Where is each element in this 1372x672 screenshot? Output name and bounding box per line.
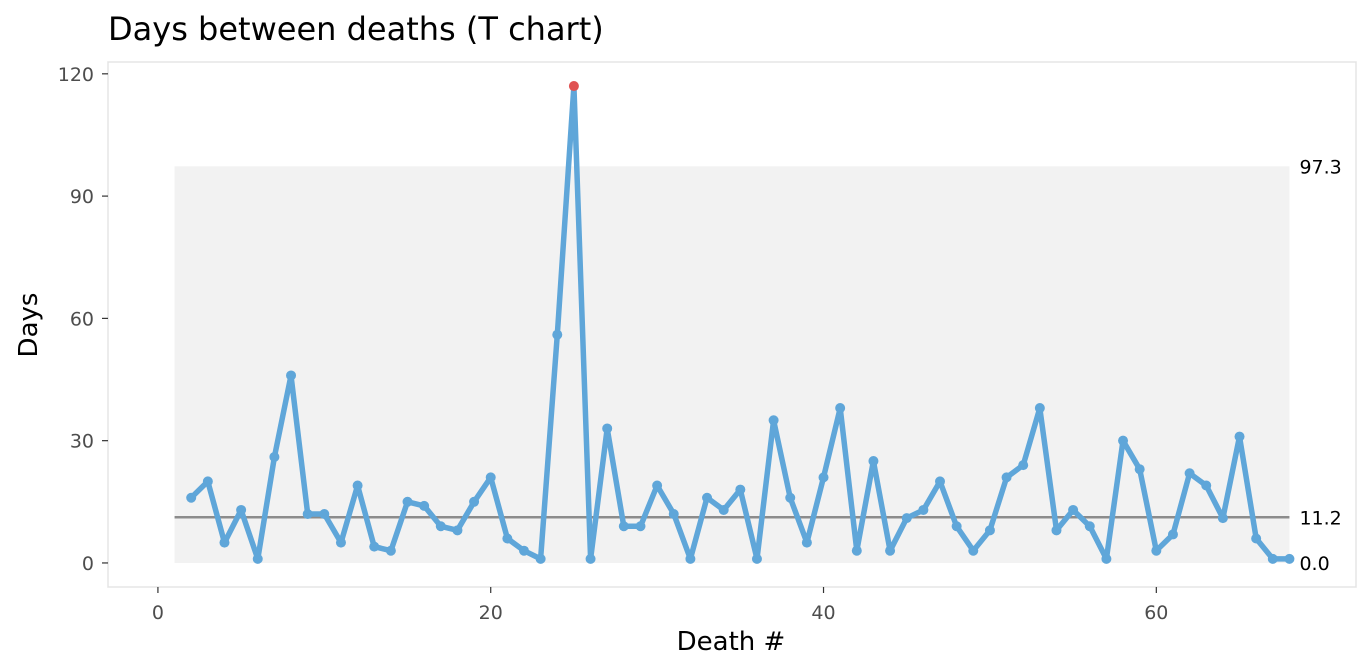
data-point bbox=[718, 504, 729, 515]
data-point bbox=[1167, 529, 1178, 540]
data-point bbox=[918, 504, 929, 515]
data-point bbox=[885, 545, 896, 556]
data-point bbox=[269, 451, 280, 462]
data-point bbox=[768, 415, 779, 426]
data-point bbox=[369, 541, 380, 552]
data-point bbox=[652, 480, 663, 491]
data-point bbox=[668, 509, 679, 520]
data-point bbox=[685, 553, 696, 564]
data-point bbox=[352, 480, 363, 491]
data-point bbox=[1251, 533, 1262, 544]
data-point bbox=[851, 545, 862, 556]
data-point bbox=[1184, 468, 1195, 479]
data-point bbox=[535, 553, 546, 564]
data-point bbox=[1201, 480, 1212, 491]
center-line-label: 11.2 bbox=[1299, 507, 1341, 529]
data-point bbox=[602, 423, 613, 434]
data-point bbox=[968, 545, 979, 556]
data-point bbox=[385, 545, 396, 556]
data-point bbox=[252, 553, 263, 564]
y-tick-label: 30 bbox=[70, 431, 94, 453]
data-point bbox=[236, 504, 247, 515]
data-point bbox=[868, 456, 879, 467]
data-point bbox=[1068, 504, 1079, 515]
data-point bbox=[835, 403, 846, 414]
data-point bbox=[585, 553, 596, 564]
data-point bbox=[286, 370, 297, 381]
data-point bbox=[1034, 403, 1045, 414]
data-point bbox=[1084, 521, 1095, 532]
data-point bbox=[751, 553, 762, 564]
data-point bbox=[419, 500, 430, 511]
data-point bbox=[202, 476, 213, 487]
data-point bbox=[818, 472, 829, 483]
data-point bbox=[1051, 525, 1062, 536]
data-point bbox=[901, 513, 912, 524]
x-axis: 0 20 40 60 bbox=[152, 587, 1168, 624]
data-point bbox=[552, 329, 563, 340]
y-tick-label: 60 bbox=[70, 308, 94, 330]
data-point bbox=[735, 484, 746, 495]
y-axis: 0 30 60 90 120 bbox=[58, 64, 108, 575]
data-point bbox=[1118, 435, 1129, 446]
data-point bbox=[519, 545, 529, 556]
data-point bbox=[1018, 460, 1029, 471]
data-point bbox=[1001, 472, 1012, 483]
data-point bbox=[1267, 553, 1278, 564]
y-tick-label: 0 bbox=[82, 553, 94, 575]
chart-title: Days between deaths (T chart) bbox=[108, 10, 604, 48]
data-point bbox=[801, 537, 812, 548]
x-tick-label: 40 bbox=[811, 602, 835, 624]
data-point bbox=[1234, 431, 1245, 442]
y-axis-title: Days bbox=[14, 293, 44, 358]
lower-limit-label: 0.0 bbox=[1299, 553, 1329, 575]
data-point bbox=[435, 521, 446, 532]
plot-panel: 97.3 11.2 0.0 bbox=[107, 61, 1357, 588]
data-point bbox=[319, 509, 330, 520]
data-point bbox=[485, 472, 496, 483]
x-tick-label: 0 bbox=[152, 602, 164, 624]
data-point bbox=[1101, 553, 1112, 564]
data-point bbox=[1217, 513, 1228, 524]
data-point bbox=[785, 492, 796, 503]
data-point bbox=[618, 521, 629, 532]
data-point bbox=[702, 492, 713, 503]
x-tick-label: 20 bbox=[479, 602, 503, 624]
data-point bbox=[935, 476, 945, 487]
data-point bbox=[984, 525, 995, 536]
data-point bbox=[469, 496, 480, 507]
y-tick-label: 90 bbox=[70, 186, 94, 208]
data-point bbox=[635, 521, 646, 532]
data-point bbox=[402, 496, 413, 507]
data-point bbox=[502, 533, 513, 544]
data-point bbox=[452, 525, 463, 536]
signal-point bbox=[568, 81, 579, 92]
x-axis-title: Death # bbox=[677, 627, 786, 657]
y-tick-label: 120 bbox=[58, 64, 94, 86]
x-tick-label: 60 bbox=[1144, 602, 1168, 624]
data-point bbox=[335, 537, 346, 548]
data-point bbox=[186, 492, 197, 503]
data-point bbox=[1134, 464, 1145, 475]
data-point bbox=[219, 537, 230, 548]
data-point bbox=[1284, 553, 1295, 564]
data-point bbox=[951, 521, 962, 532]
panel-border bbox=[107, 61, 1357, 588]
data-point bbox=[302, 509, 313, 520]
data-point bbox=[1151, 545, 1162, 556]
upper-limit-label: 97.3 bbox=[1299, 156, 1341, 178]
